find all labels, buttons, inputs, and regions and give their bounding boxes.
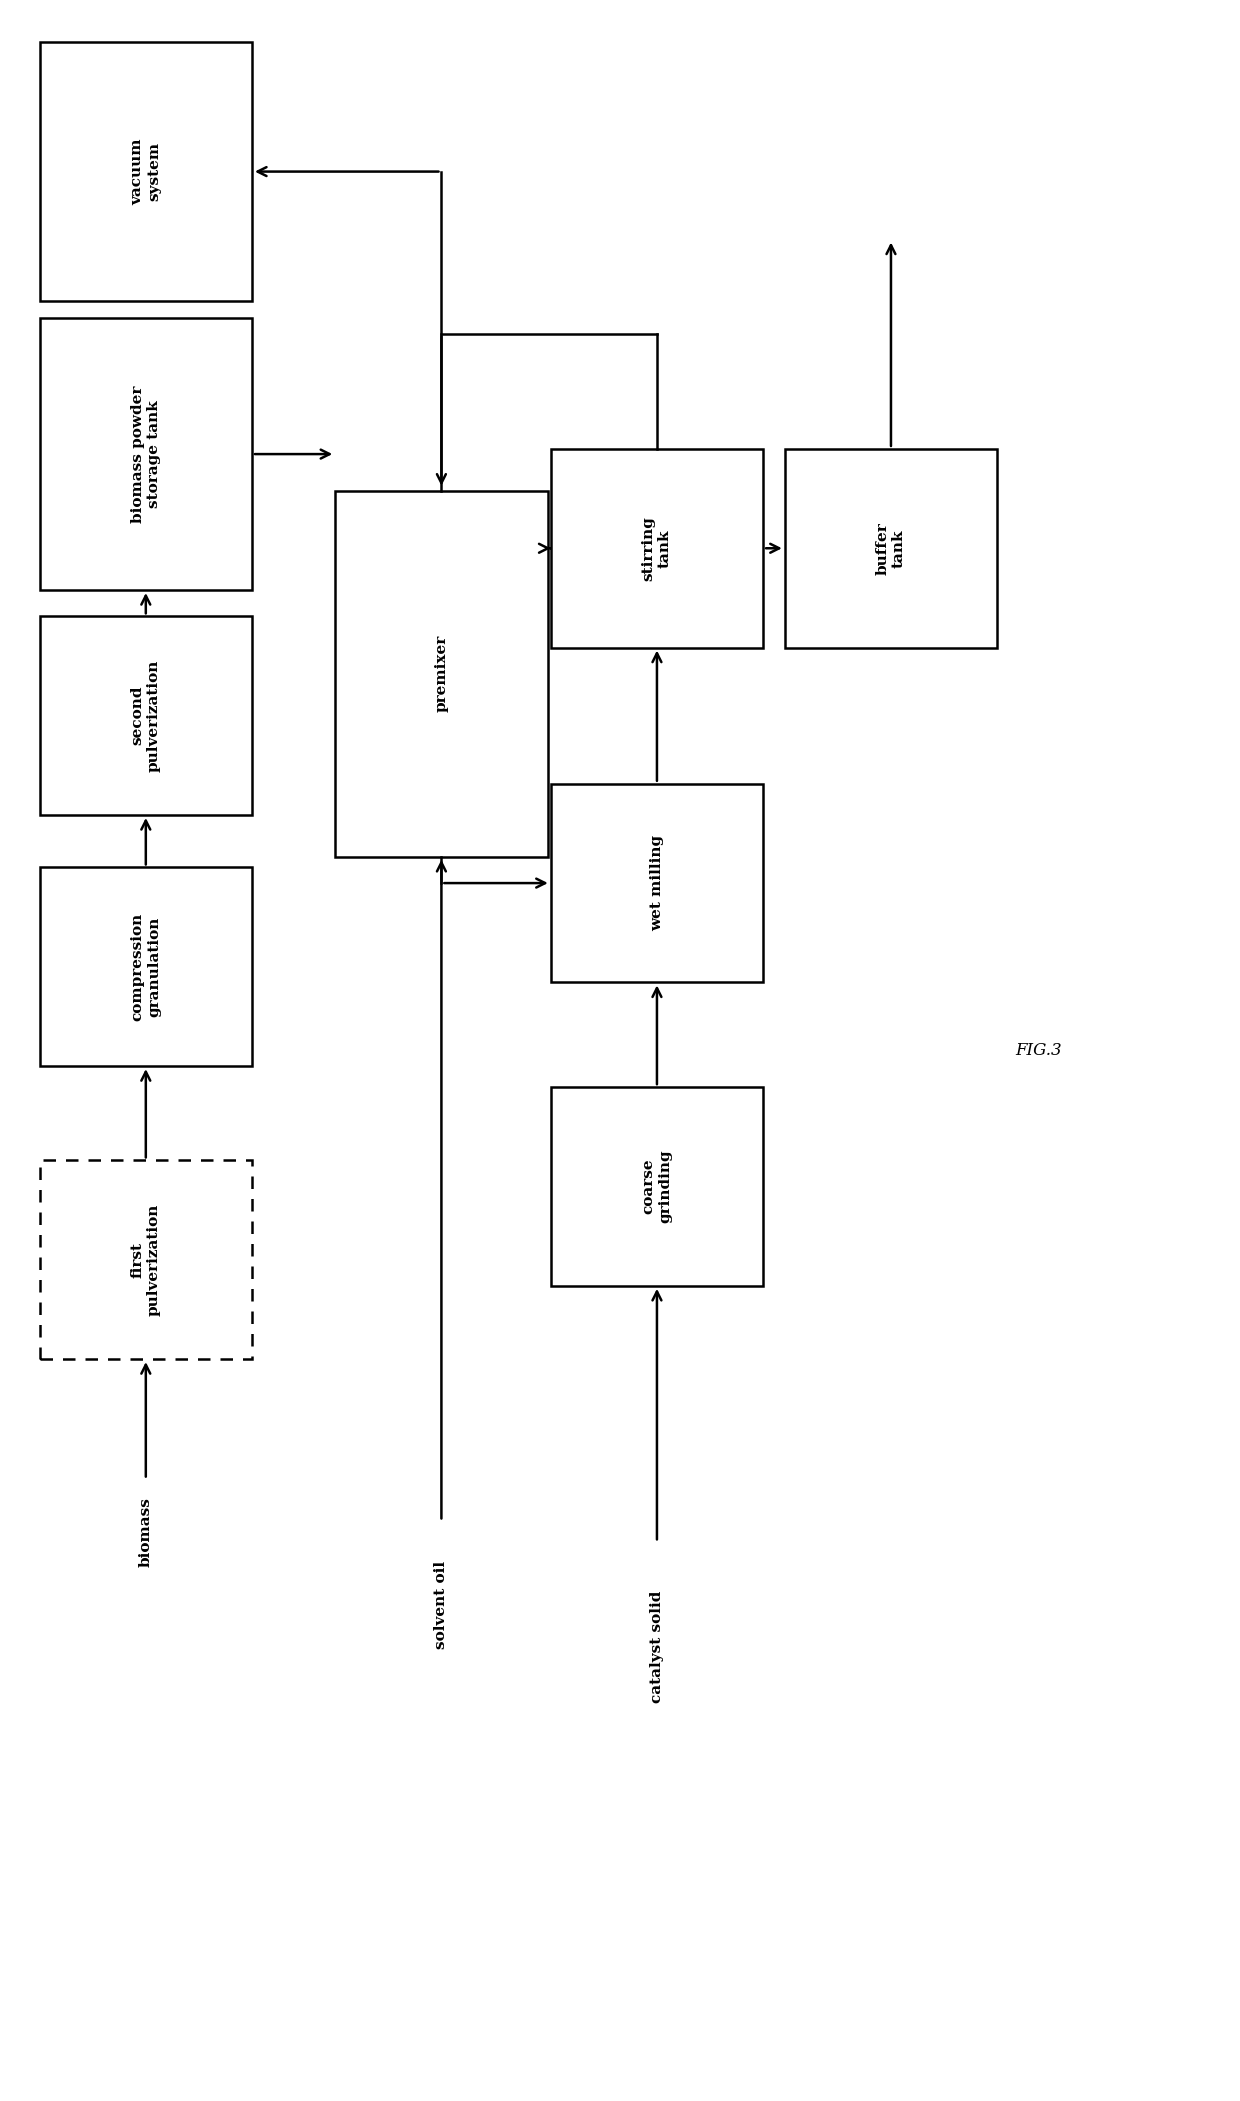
- Bar: [785, 450, 997, 647]
- Text: vacuum
system: vacuum system: [130, 139, 161, 204]
- Text: buffer
tank: buffer tank: [875, 521, 906, 576]
- Text: FIG.3: FIG.3: [1016, 1042, 1063, 1059]
- Bar: [40, 42, 252, 300]
- Text: second
pulverization: second pulverization: [130, 660, 161, 771]
- Text: first
pulverization: first pulverization: [130, 1204, 161, 1315]
- Bar: [40, 317, 252, 590]
- Bar: [551, 450, 763, 647]
- Text: solvent oil: solvent oil: [434, 1561, 449, 1649]
- Bar: [551, 784, 763, 983]
- Bar: [40, 1160, 252, 1359]
- Text: coarse
grinding: coarse grinding: [642, 1149, 672, 1223]
- Bar: [40, 616, 252, 815]
- Text: stirring
tank: stirring tank: [642, 517, 672, 580]
- Bar: [551, 1086, 763, 1286]
- Bar: [335, 492, 548, 857]
- Text: wet milling: wet milling: [650, 834, 663, 931]
- Text: biomass powder
storage tank: biomass powder storage tank: [130, 384, 161, 523]
- Text: premixer: premixer: [434, 635, 449, 712]
- Bar: [40, 868, 252, 1065]
- Text: catalyst solid: catalyst solid: [650, 1590, 663, 1704]
- Text: biomass: biomass: [139, 1496, 153, 1567]
- Text: compression
granulation: compression granulation: [130, 912, 161, 1021]
